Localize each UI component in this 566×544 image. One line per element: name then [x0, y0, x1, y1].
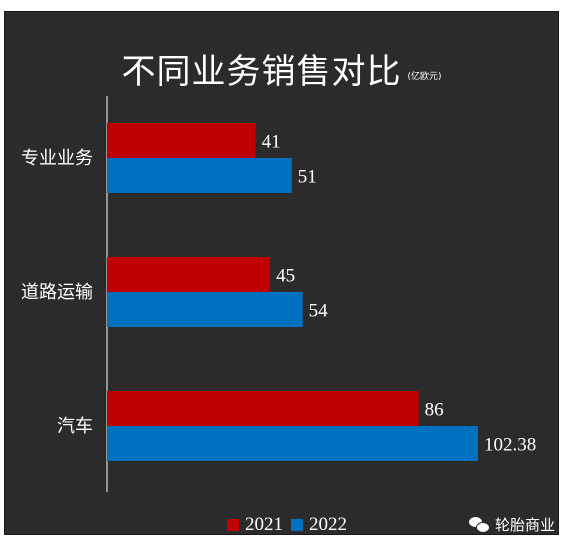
wechat-icon: [469, 516, 490, 533]
data-label: 41: [262, 132, 281, 153]
data-label: 51: [298, 167, 317, 188]
chart-unit: (亿欧元): [407, 72, 442, 82]
bar-2022: [107, 158, 292, 193]
chart-frame: 不同业务销售对比 (亿欧元) 专业业务 41 51 道路运输 45 54 汽车 86 102.38…: [4, 11, 559, 535]
legend-label-2022: 2022: [309, 514, 347, 535]
bar-2022: [107, 292, 303, 327]
bar-2021: [107, 391, 419, 426]
bar-2021: [107, 257, 271, 292]
data-label: 54: [309, 301, 329, 322]
bar-2021: [107, 123, 256, 158]
watermark: 轮胎商业: [469, 514, 555, 535]
legend-swatch-2021: [227, 519, 239, 531]
legend: 2021 2022: [227, 514, 355, 536]
legend-swatch-2022: [291, 519, 303, 531]
data-label: 86: [425, 400, 444, 421]
bar-2022: [107, 426, 478, 461]
data-label: 45: [276, 266, 295, 287]
category-label: 汽车: [57, 416, 93, 437]
legend-label-2021: 2021: [245, 514, 283, 535]
watermark-text: 轮胎商业: [495, 516, 556, 534]
category-label: 道路运输: [21, 282, 93, 303]
chart-title: 不同业务销售对比 (亿欧元): [121, 52, 442, 92]
legend-item-2021: 2021: [227, 514, 283, 536]
bar-chart: 专业业务 41 51 道路运输 45 54 汽车 86 102.38: [21, 96, 536, 492]
data-label: 102.38: [484, 435, 536, 456]
category-label: 专业业务: [21, 148, 93, 169]
legend-item-2022: 2022: [291, 514, 347, 536]
